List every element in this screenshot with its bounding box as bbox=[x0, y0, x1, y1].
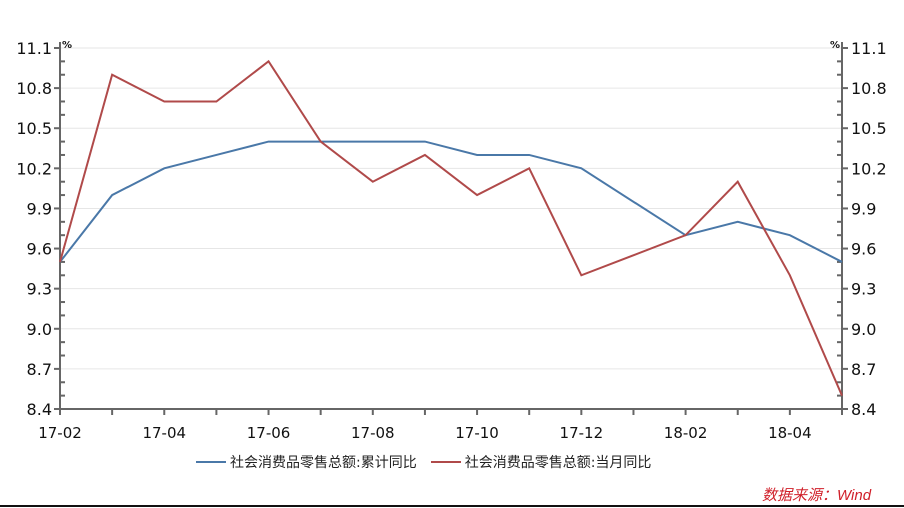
y2-tick-label: 9.3 bbox=[851, 280, 876, 299]
y2-tick-label: 10.2 bbox=[851, 159, 887, 178]
x-tick-label: 17-08 bbox=[351, 424, 395, 442]
series-line-monthly bbox=[59, 59, 843, 397]
y-tick-label: 9.6 bbox=[27, 240, 52, 259]
y2-tick-label: 9.6 bbox=[851, 240, 876, 259]
y-tick-label: 11.1 bbox=[16, 39, 52, 58]
legend-swatch-monthly bbox=[430, 461, 461, 463]
y-tick-label: 10.8 bbox=[16, 79, 52, 98]
x-tick-label: 17-02 bbox=[38, 424, 82, 442]
x-tick-label: 17-06 bbox=[247, 424, 291, 442]
y2-unit-label: % bbox=[830, 40, 840, 51]
x-tick-label: 17-12 bbox=[560, 424, 604, 442]
legend-swatch-cumulative bbox=[196, 461, 226, 463]
y2-tick-label: 10.8 bbox=[851, 79, 887, 98]
y2-tick-label: 8.7 bbox=[851, 360, 876, 379]
legend-label-monthly: 社会消费品零售总额:当月同比 bbox=[464, 455, 652, 471]
x-tick-label: 17-10 bbox=[455, 424, 499, 442]
y-tick-label: 9.0 bbox=[27, 320, 52, 339]
legend: 社会消费品零售总额:累计同比 社会消费品零售总额:当月同比 bbox=[196, 452, 665, 472]
legend-label-cumulative: 社会消费品零售总额:累计同比 bbox=[230, 455, 417, 471]
y-tick-label: 10.5 bbox=[16, 119, 52, 138]
series-line-cumulative bbox=[59, 140, 843, 263]
y-tick-label: 9.9 bbox=[27, 199, 52, 218]
data-source: 数据来源：Wind bbox=[762, 487, 872, 504]
y-tick-label: 8.4 bbox=[27, 400, 52, 419]
y2-tick-label: 8.4 bbox=[851, 400, 876, 419]
x-tick-label: 17-04 bbox=[142, 424, 186, 442]
legend-item-cumulative: 社会消费品零售总额:累计同比 bbox=[196, 452, 417, 472]
y-tick-label: 10.2 bbox=[16, 159, 52, 178]
y-unit-label: % bbox=[62, 40, 72, 51]
y2-tick-label: 10.5 bbox=[851, 119, 887, 138]
y2-tick-label: 9.9 bbox=[851, 199, 876, 218]
x-tick-label: 18-04 bbox=[768, 424, 812, 442]
legend-item-monthly: 社会消费品零售总额:当月同比 bbox=[430, 452, 652, 472]
y-tick-label: 9.3 bbox=[27, 280, 52, 299]
x-tick-label: 18-02 bbox=[664, 424, 708, 442]
y2-tick-label: 11.1 bbox=[851, 39, 887, 58]
y2-tick-label: 9.0 bbox=[851, 320, 876, 339]
y-tick-label: 8.7 bbox=[27, 360, 52, 379]
divider bbox=[0, 505, 904, 507]
